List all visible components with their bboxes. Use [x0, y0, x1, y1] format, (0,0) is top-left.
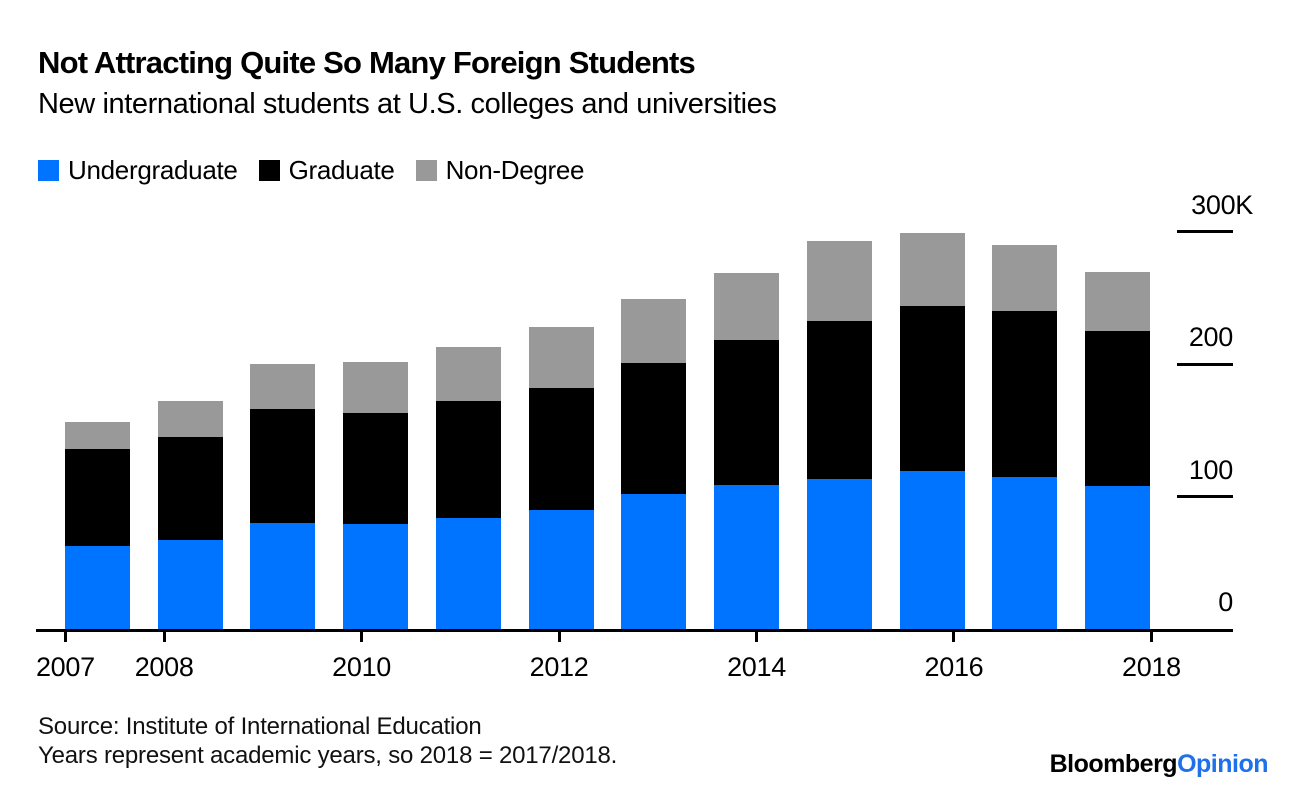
- bar-segment-undergraduate-2012: [528, 509, 594, 629]
- bar-segment-graduate-2007: [65, 448, 130, 546]
- x-tick-mark-2008: [162, 629, 166, 642]
- x-tick-mark-2012: [557, 629, 561, 642]
- bar-segment-non-degree-2011: [435, 346, 501, 402]
- bar-segment-graduate-2010: [343, 413, 409, 525]
- chart-subtitle: New international students at U.S. colle…: [38, 88, 777, 120]
- bar-segment-graduate-2016: [899, 305, 965, 472]
- y-tick-label-300K: 300K: [1191, 189, 1253, 220]
- x-axis-line: [36, 629, 1233, 632]
- legend-item-undergraduate: Undergraduate: [38, 155, 238, 186]
- bar-segment-non-degree-2018: [1085, 271, 1151, 332]
- bar-segment-non-degree-2012: [528, 327, 594, 389]
- brand-opinion: Opinion: [1177, 750, 1268, 778]
- bar-segment-graduate-2008: [157, 437, 223, 541]
- x-tick-mark-2016: [952, 629, 956, 642]
- x-tick-mark-2014: [755, 629, 758, 642]
- bar-segment-non-degree-2008: [157, 401, 223, 437]
- bar-segment-graduate-2009: [250, 409, 316, 524]
- bar-segment-non-degree-2015: [806, 241, 872, 321]
- legend-label-non-degree: Non-Degree: [445, 155, 585, 185]
- bar-segment-undergraduate-2010: [343, 524, 409, 629]
- bar-segment-graduate-2017: [992, 311, 1058, 477]
- x-tick-mark-2018: [1149, 629, 1153, 642]
- bloomberg-opinion-logo: BloombergOpinion: [1049, 750, 1269, 779]
- x-tick-label-2018: 2018: [1121, 652, 1181, 682]
- academic-year-note: Years represent academic years, so 2018 …: [38, 742, 618, 769]
- y-tick-mark-200: [1177, 362, 1233, 366]
- brand-bloomberg: Bloomberg: [1049, 750, 1178, 778]
- bar-segment-undergraduate-2016: [899, 471, 965, 629]
- bar-segment-non-degree-2016: [899, 233, 965, 306]
- bar-segment-undergraduate-2013: [621, 493, 687, 629]
- legend-item-non-degree: Non-Degree: [415, 155, 585, 186]
- x-tick-label-2010: 2010: [332, 652, 392, 682]
- bar-segment-undergraduate-2018: [1085, 486, 1151, 629]
- chart-title: Not Attracting Quite So Many Foreign Stu…: [38, 45, 696, 80]
- bar-segment-non-degree-2017: [992, 245, 1058, 312]
- bar-segment-undergraduate-2008: [157, 540, 223, 629]
- bar-segment-undergraduate-2011: [435, 517, 501, 629]
- x-tick-label-2016: 2016: [924, 652, 984, 682]
- bar-segment-graduate-2014: [714, 340, 780, 485]
- bar-segment-undergraduate-2014: [714, 484, 780, 629]
- bar-segment-graduate-2018: [1085, 331, 1151, 486]
- bar-segment-undergraduate-2015: [806, 479, 872, 629]
- bar-segment-undergraduate-2007: [65, 545, 130, 629]
- bar-segment-undergraduate-2017: [992, 476, 1058, 629]
- y-tick-label-100: 100: [1188, 454, 1233, 485]
- x-tick-label-2014: 2014: [727, 652, 786, 682]
- y-tick-label-0: 0: [1218, 587, 1233, 617]
- bar-segment-graduate-2013: [621, 362, 687, 494]
- bar-segment-non-degree-2013: [621, 299, 687, 363]
- y-tick-mark-100: [1177, 495, 1233, 499]
- source-note: Source: Institute of International Educa…: [38, 713, 482, 740]
- legend-label-undergraduate: Undergraduate: [68, 155, 238, 185]
- undergraduate-swatch-icon: [38, 160, 59, 181]
- legend: Undergraduate Graduate Non-Degree: [38, 155, 585, 186]
- x-tick-label-2012: 2012: [529, 652, 589, 682]
- footer-notes: Source: Institute of International Educa…: [38, 712, 617, 770]
- bar-segment-non-degree-2009: [250, 364, 316, 410]
- bar-segment-non-degree-2010: [343, 361, 409, 414]
- legend-item-graduate: Graduate: [258, 155, 395, 186]
- x-tick-mark-2010: [360, 629, 364, 642]
- bar-segment-graduate-2015: [806, 320, 872, 480]
- graduate-swatch-icon: [258, 160, 280, 181]
- legend-label-graduate: Graduate: [288, 155, 395, 185]
- y-tick-mark-300K: [1177, 230, 1233, 234]
- non-degree-swatch-icon: [415, 160, 437, 181]
- x-tick-label-2007: 2007: [35, 652, 95, 682]
- bar-segment-non-degree-2014: [714, 272, 780, 341]
- bar-segment-graduate-2011: [435, 401, 501, 518]
- y-tick-label-200: 200: [1188, 322, 1233, 353]
- bar-segment-graduate-2012: [528, 388, 594, 510]
- bar-segment-non-degree-2007: [65, 422, 130, 449]
- x-tick-mark-2007: [63, 629, 67, 642]
- x-tick-label-2008: 2008: [134, 652, 194, 682]
- bar-segment-undergraduate-2009: [250, 523, 316, 629]
